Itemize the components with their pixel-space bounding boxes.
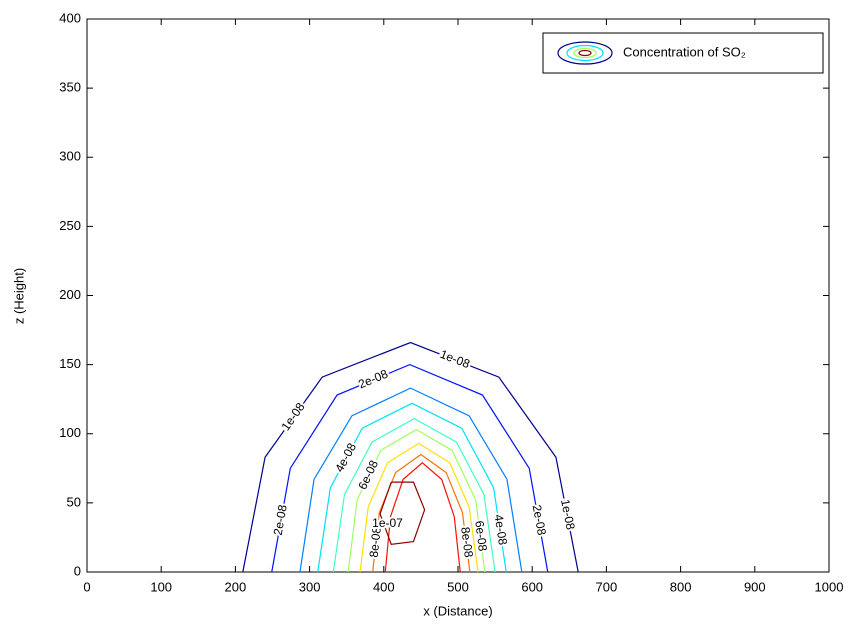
x-tick-label: 500 — [447, 579, 469, 594]
y-tick-label: 400 — [59, 10, 81, 25]
contour-label: 1e-07 — [372, 516, 403, 530]
x-tick-label: 400 — [373, 579, 395, 594]
y-tick-label: 150 — [59, 356, 81, 371]
y-tick-label: 100 — [59, 425, 81, 440]
page: {"chart_data": { "type": "contour", "x_l… — [0, 0, 859, 630]
x-tick-label: 300 — [299, 579, 321, 594]
y-tick-label: 0 — [74, 563, 81, 578]
x-tick-label: 700 — [596, 579, 618, 594]
x-axis-label: x (Distance) — [423, 603, 492, 618]
x-tick-label: 800 — [670, 579, 692, 594]
x-tick-label: 0 — [83, 579, 90, 594]
legend: Concentration of SO₂ — [543, 33, 823, 73]
legend-label: Concentration of SO₂ — [623, 44, 746, 59]
y-tick-label: 300 — [59, 149, 81, 164]
chart: x (Distance) z (Height) 0100200300400500… — [0, 0, 859, 630]
x-tick-label: 100 — [150, 579, 172, 594]
y-axis-label: z (Height) — [11, 268, 26, 324]
x-tick-label: 900 — [744, 579, 766, 594]
x-tick-label: 200 — [225, 579, 247, 594]
y-tick-label: 350 — [59, 80, 81, 95]
y-tick-label: 200 — [59, 287, 81, 302]
y-tick-label: 50 — [67, 494, 81, 509]
x-tick-label: 600 — [521, 579, 543, 594]
y-tick-label: 250 — [59, 218, 81, 233]
plot-area — [87, 19, 829, 572]
x-tick-label: 1000 — [815, 579, 844, 594]
